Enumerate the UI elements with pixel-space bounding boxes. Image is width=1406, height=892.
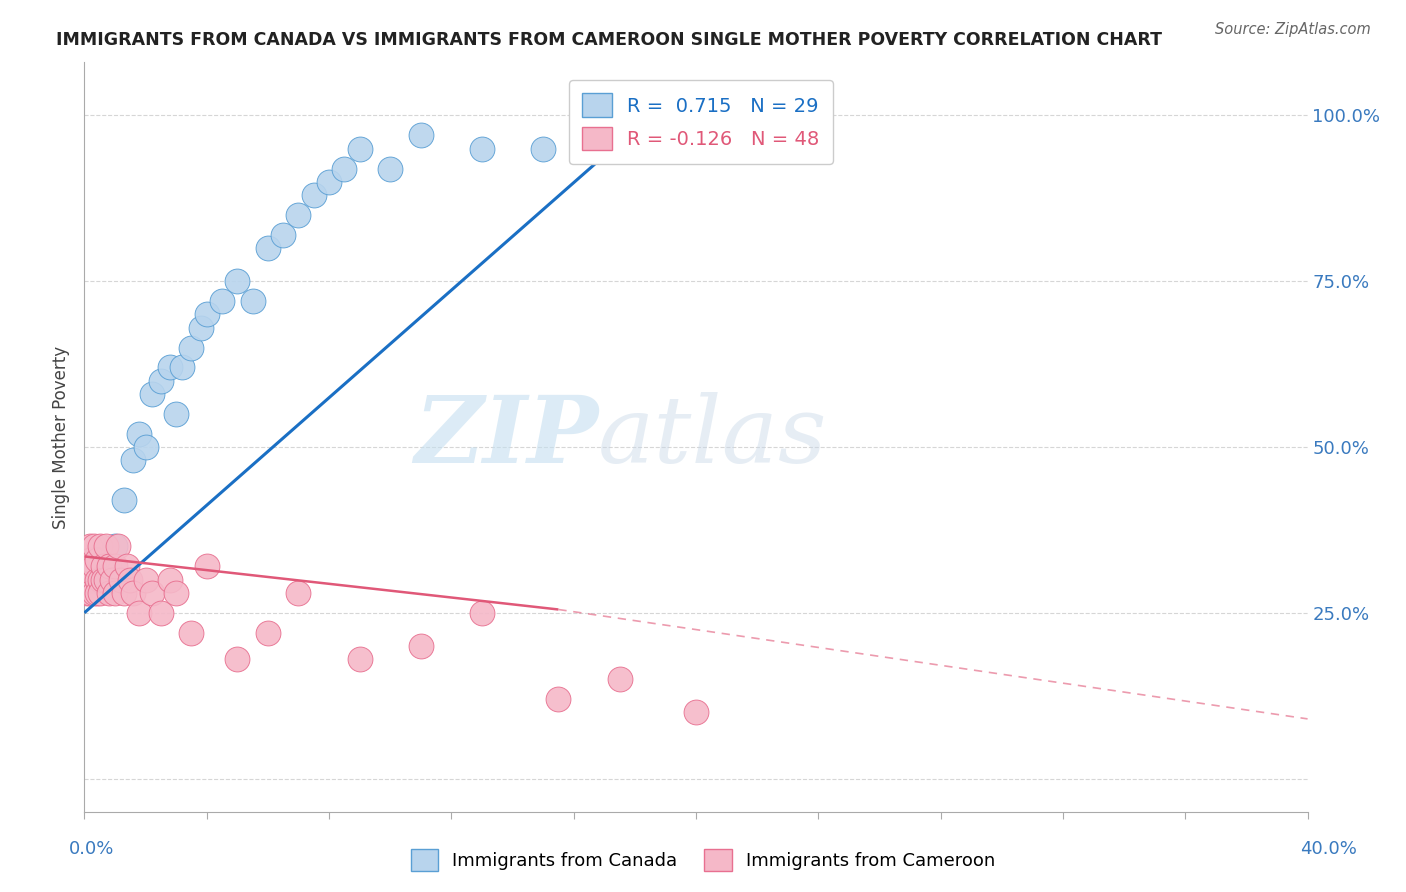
Point — [349, 652, 371, 666]
Point — [318, 175, 340, 189]
Point — [180, 625, 202, 640]
Point — [79, 573, 101, 587]
Point — [149, 606, 172, 620]
Point — [409, 639, 432, 653]
Point — [333, 161, 356, 176]
Point — [115, 559, 138, 574]
Point — [107, 540, 129, 554]
Text: 40.0%: 40.0% — [1301, 840, 1357, 858]
Point — [104, 559, 127, 574]
Text: atlas: atlas — [598, 392, 828, 482]
Point — [165, 586, 187, 600]
Point — [159, 573, 181, 587]
Point — [83, 559, 105, 574]
Point — [159, 360, 181, 375]
Legend: R =  0.715   N = 29, R = -0.126   N = 48: R = 0.715 N = 29, R = -0.126 N = 48 — [569, 79, 832, 164]
Text: 0.0%: 0.0% — [69, 840, 114, 858]
Legend: Immigrants from Canada, Immigrants from Cameroon: Immigrants from Canada, Immigrants from … — [404, 842, 1002, 879]
Point — [112, 586, 135, 600]
Text: Source: ZipAtlas.com: Source: ZipAtlas.com — [1215, 22, 1371, 37]
Point — [135, 440, 157, 454]
Point — [287, 208, 309, 222]
Point — [195, 307, 218, 321]
Point — [89, 540, 111, 554]
Point — [172, 360, 194, 375]
Point — [242, 294, 264, 309]
Y-axis label: Single Mother Poverty: Single Mother Poverty — [52, 345, 70, 529]
Point — [471, 606, 494, 620]
Point — [112, 493, 135, 508]
Point — [101, 573, 124, 587]
Point — [165, 407, 187, 421]
Text: IMMIGRANTS FROM CANADA VS IMMIGRANTS FROM CAMEROON SINGLE MOTHER POVERTY CORRELA: IMMIGRANTS FROM CANADA VS IMMIGRANTS FRO… — [56, 31, 1163, 49]
Point — [624, 108, 647, 122]
Point — [86, 553, 108, 567]
Point — [97, 586, 120, 600]
Text: ZIP: ZIP — [413, 392, 598, 482]
Point — [141, 586, 163, 600]
Point — [271, 227, 294, 242]
Point — [89, 586, 111, 600]
Point — [89, 573, 111, 587]
Point — [89, 573, 111, 587]
Point — [180, 341, 202, 355]
Point — [211, 294, 233, 309]
Point — [226, 652, 249, 666]
Point — [149, 374, 172, 388]
Point — [86, 573, 108, 587]
Point — [104, 540, 127, 554]
Point — [91, 573, 114, 587]
Point — [471, 142, 494, 156]
Point — [120, 573, 142, 587]
Point — [76, 573, 98, 587]
Point — [79, 553, 101, 567]
Point — [226, 274, 249, 288]
Point — [94, 573, 117, 587]
Point — [128, 606, 150, 620]
Point — [97, 559, 120, 574]
Point — [195, 559, 218, 574]
Point — [110, 573, 132, 587]
Point — [302, 188, 325, 202]
Point — [287, 586, 309, 600]
Point — [547, 692, 569, 706]
Point — [79, 586, 101, 600]
Point — [685, 705, 707, 719]
Point — [257, 625, 280, 640]
Point — [91, 559, 114, 574]
Point — [257, 241, 280, 255]
Point — [135, 573, 157, 587]
Point — [76, 559, 98, 574]
Point — [83, 586, 105, 600]
Point — [349, 142, 371, 156]
Point — [531, 142, 554, 156]
Point — [141, 387, 163, 401]
Point — [122, 586, 145, 600]
Point — [83, 540, 105, 554]
Point — [94, 540, 117, 554]
Point — [122, 453, 145, 467]
Point — [86, 586, 108, 600]
Point — [409, 128, 432, 143]
Point — [104, 586, 127, 600]
Point — [79, 540, 101, 554]
Point — [190, 320, 212, 334]
Point — [380, 161, 402, 176]
Point — [76, 586, 98, 600]
Point — [128, 426, 150, 441]
Point — [609, 672, 631, 686]
